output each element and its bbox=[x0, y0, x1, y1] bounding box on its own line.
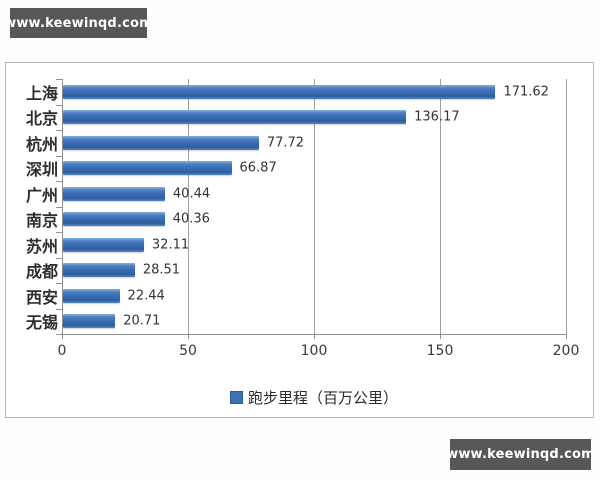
gridline bbox=[188, 79, 189, 334]
category-axis-tick bbox=[56, 105, 62, 106]
bar-value-label: 20.71 bbox=[123, 313, 161, 329]
gridline bbox=[566, 79, 567, 334]
category-label: 深圳 bbox=[25, 160, 58, 180]
watermark-bottom: www.keewinqd.com bbox=[446, 439, 595, 470]
category-label: 西安 bbox=[25, 287, 58, 307]
bar bbox=[63, 212, 165, 227]
x-axis-tick bbox=[440, 334, 441, 339]
category-label: 苏州 bbox=[25, 236, 58, 256]
bar bbox=[63, 314, 116, 329]
bar-value-label: 136.17 bbox=[414, 109, 460, 125]
bar-value-label: 40.36 bbox=[172, 211, 210, 227]
x-axis-tick bbox=[62, 334, 63, 339]
category-label: 杭州 bbox=[25, 134, 58, 154]
legend-label: 跑步里程（百万公里） bbox=[247, 389, 398, 407]
bar bbox=[63, 84, 496, 99]
bar-value-label: 77.72 bbox=[266, 135, 305, 151]
category-axis-tick bbox=[56, 258, 62, 259]
gridline bbox=[440, 79, 441, 334]
bar bbox=[63, 135, 259, 150]
bar-value-label: 171.62 bbox=[503, 84, 549, 100]
bar bbox=[63, 237, 144, 252]
category-axis-tick bbox=[56, 181, 62, 182]
bar-value-label: 66.87 bbox=[239, 160, 277, 176]
category-axis-tick bbox=[56, 309, 62, 310]
plot-area: 171.62 136.17 77.72 66.87 40.44 40.36 32.11 28.… bbox=[62, 79, 567, 335]
category-label: 北京 bbox=[25, 109, 58, 129]
x-axis-tick-label: 0 bbox=[57, 343, 67, 359]
bar bbox=[63, 288, 120, 303]
x-axis-tick-label: 150 bbox=[426, 343, 454, 359]
x-axis-tick bbox=[566, 334, 567, 339]
gridline bbox=[314, 79, 315, 334]
bar bbox=[63, 110, 407, 125]
category-axis-tick bbox=[56, 207, 62, 208]
category-axis-tick bbox=[56, 130, 62, 131]
category-axis-tick bbox=[56, 79, 62, 80]
x-axis-tick-label: 200 bbox=[552, 343, 580, 359]
bar-value-label: 28.51 bbox=[142, 262, 181, 278]
legend-swatch-icon bbox=[229, 391, 243, 404]
x-axis-tick bbox=[188, 334, 189, 339]
category-axis-tick bbox=[56, 283, 62, 284]
x-axis-tick-label: 50 bbox=[179, 343, 197, 359]
category-label: 广州 bbox=[25, 185, 58, 205]
category-axis-tick bbox=[56, 334, 62, 335]
bar-value-label: 32.11 bbox=[151, 237, 190, 253]
watermark-top-text: www.keewinqd.com bbox=[4, 15, 153, 31]
category-label: 无锡 bbox=[25, 313, 58, 333]
watermark-top: www.keewinqd.com bbox=[4, 8, 153, 38]
x-axis-tick-label: 100 bbox=[300, 343, 328, 359]
watermark-bottom-text: www.keewinqd.com bbox=[446, 447, 595, 462]
category-label: 南京 bbox=[25, 211, 58, 231]
chart-frame: 171.62 136.17 77.72 66.87 40.44 40.36 32.11 28.… bbox=[5, 62, 594, 418]
x-axis-tick bbox=[314, 334, 315, 339]
bar-value-label: 22.44 bbox=[127, 288, 165, 304]
category-axis-tick bbox=[56, 232, 62, 233]
legend: 跑步里程（百万公里） bbox=[62, 387, 566, 408]
bar-value-label: 40.44 bbox=[172, 186, 211, 202]
bar bbox=[63, 263, 135, 278]
category-label: 成都 bbox=[25, 262, 58, 282]
category-axis-tick bbox=[56, 156, 62, 157]
category-label: 上海 bbox=[25, 83, 58, 103]
bar bbox=[63, 186, 165, 201]
bar bbox=[63, 161, 232, 176]
